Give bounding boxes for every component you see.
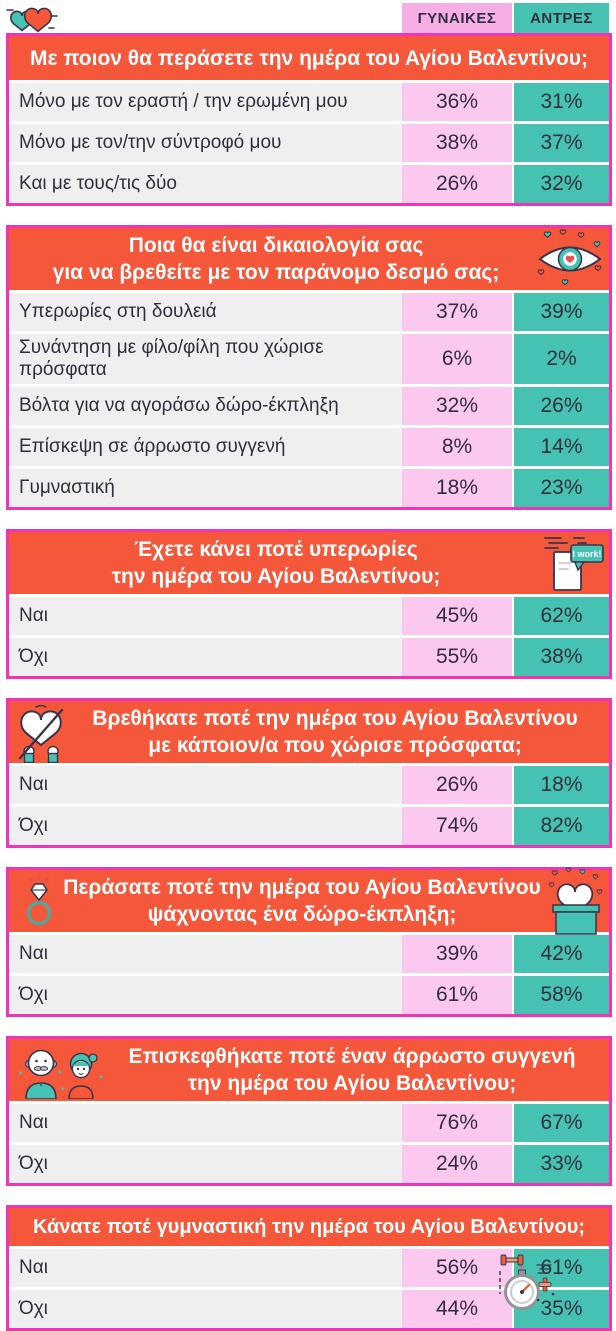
men-value: 32% (512, 165, 609, 203)
row-label: Ναι (9, 766, 402, 804)
row-label: Βόλτα για να αγοράσω δώρο-έκπληξη (9, 387, 402, 425)
women-value: 36% (402, 83, 512, 121)
section-exercise: Κάνατε ποτέ γυμναστική την ημέρα του Αγί… (6, 1205, 612, 1331)
double-hearts-icon (5, 4, 59, 44)
men-value: 33% (512, 1145, 609, 1183)
row-label: Ναι (9, 935, 402, 973)
men-value: 18% (512, 766, 609, 804)
women-value: 26% (402, 165, 512, 203)
section-title: Κάνατε ποτέ γυμναστική την ημέρα του Αγί… (9, 1208, 609, 1246)
men-value: 38% (512, 638, 609, 676)
women-value: 18% (402, 469, 512, 507)
infographic: ΓΥΝΑΙΚΕΣ ΑΝΤΡΕΣ Με ποιον θα περάσετε την… (0, 3, 616, 1331)
men-value: 14% (512, 428, 609, 466)
ring-icon (22, 877, 56, 927)
men-value: 62% (512, 597, 609, 635)
women-value: 6% (402, 334, 512, 384)
men-value: 31% (512, 83, 609, 121)
row-label: Μόνο με τον εραστή / την ερωμένη μου (9, 83, 402, 121)
gift-heart-icon (546, 867, 606, 935)
eye-heart-icon (535, 229, 605, 289)
men-value: 26% (512, 387, 609, 425)
women-value: 38% (402, 124, 512, 162)
women-value: 74% (402, 807, 512, 845)
row-label: Όχι (9, 1290, 402, 1328)
section-gift-hunting: Περάσατε ποτέ την ημέρα του Αγίου Βαλεντ… (6, 867, 612, 1017)
section-excuse-affair: Ποια θα είναι δικαιολογία σας για να βρε… (6, 225, 612, 510)
column-headers: ΓΥΝΑΙΚΕΣ ΑΝΤΡΕΣ (9, 3, 609, 33)
table: Υπερωρίες στη δουλειά 37% 39% Συνάντηση … (9, 290, 609, 507)
row-label: Υπερωρίες στη δουλειά (9, 293, 402, 331)
men-value: 23% (512, 469, 609, 507)
section-title: Επισκεφθήκατε ποτέ έναν άρρωστο συγγενή … (9, 1039, 609, 1101)
women-value: 24% (402, 1145, 512, 1183)
table: Ναι 76% 67% Όχι 24% 33% (9, 1101, 609, 1183)
men-value: 37% (512, 124, 609, 162)
row-label: Ναι (9, 597, 402, 635)
women-value: 76% (402, 1104, 512, 1142)
women-value: 37% (402, 293, 512, 331)
section-overtime: Έχετε κάνει ποτέ υπερωρίες την ημέρα του… (6, 529, 612, 679)
women-value: 45% (402, 597, 512, 635)
men-value: 42% (512, 935, 609, 973)
row-label: Όχι (9, 1145, 402, 1183)
women-value: 39% (402, 935, 512, 973)
row-label: Και με τους/τις δύο (9, 165, 402, 203)
row-label: Μόνο με τον/την σύντροφό μου (9, 124, 402, 162)
women-value: 32% (402, 387, 512, 425)
women-value: 61% (402, 976, 512, 1014)
women-value: 26% (402, 766, 512, 804)
section-title: Βρεθήκατε ποτέ την ημέρα του Αγίου Βαλεν… (9, 701, 609, 763)
section-meet-recently-separated: Βρεθήκατε ποτέ την ημέρα του Αγίου Βαλεν… (6, 698, 612, 848)
row-label: Επίσκεψη σε άρρωστο συγγενή (9, 428, 402, 466)
men-value: 39% (512, 293, 609, 331)
column-spacer (9, 3, 402, 33)
column-header-women: ΓΥΝΑΙΚΕΣ (402, 3, 512, 33)
elderly-couple-icon (17, 1047, 105, 1099)
men-value: 82% (512, 807, 609, 845)
section-title: Έχετε κάνει ποτέ υπερωρίες την ημέρα του… (9, 532, 609, 594)
no-heart-hands-icon (15, 703, 67, 763)
section-title: Με ποιον θα περάσετε την ημέρα του Αγίου… (9, 36, 609, 80)
table: Μόνο με τον εραστή / την ερωμένη μου 36%… (9, 80, 609, 203)
stopwatch-dumbbell-icon (493, 1250, 559, 1312)
table: Ναι 45% 62% Όχι 55% 38% (9, 594, 609, 676)
section-company-valentines: Με ποιον θα περάσετε την ημέρα του Αγίου… (6, 33, 612, 206)
section-title: Περάσατε ποτέ την ημέρα του Αγίου Βαλεντ… (9, 867, 609, 935)
row-label: Ναι (9, 1104, 402, 1142)
table: Ναι 39% 42% Όχι 61% 58% (9, 932, 609, 1014)
men-value: 2% (512, 334, 609, 384)
row-label: Ναι (9, 1249, 402, 1287)
men-value: 58% (512, 976, 609, 1014)
row-label: Συνάντηση με φίλο/φίλη που χώρισε πρόσφα… (9, 334, 402, 384)
row-label: Όχι (9, 638, 402, 676)
women-value: 55% (402, 638, 512, 676)
women-value: 8% (402, 428, 512, 466)
row-label: Γυμναστική (9, 469, 402, 507)
column-header-men: ΑΝΤΡΕΣ (512, 3, 609, 33)
section-title: Ποια θα είναι δικαιολογία σας για να βρε… (9, 228, 609, 290)
section-visit-sick-relative: Επισκεφθήκατε ποτέ έναν άρρωστο συγγενή … (6, 1036, 612, 1186)
men-value: 67% (512, 1104, 609, 1142)
row-label: Όχι (9, 976, 402, 1014)
row-label: Όχι (9, 807, 402, 845)
i-work-document-icon: I work! (541, 533, 605, 593)
svg-text:I work!: I work! (572, 549, 601, 559)
table: Ναι 26% 18% Όχι 74% 82% (9, 763, 609, 845)
